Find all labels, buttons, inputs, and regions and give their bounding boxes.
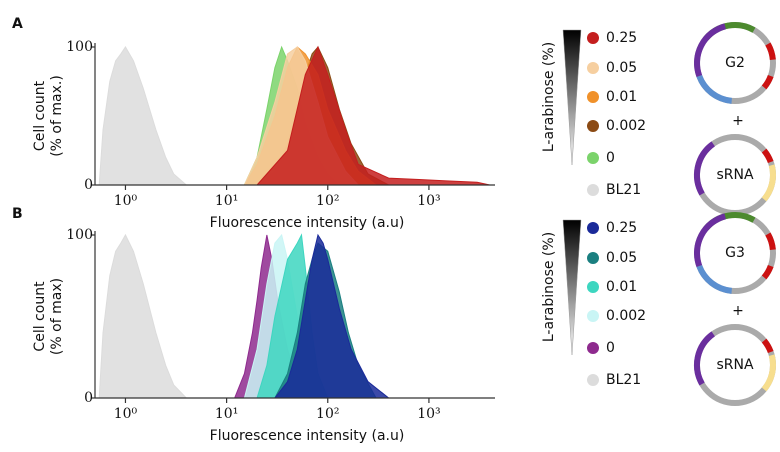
plasmid-segment <box>696 264 733 294</box>
plasmid-segment <box>761 164 776 202</box>
legend-label[interactable]: BL21 <box>606 182 641 198</box>
legend-swatch[interactable] <box>587 152 599 164</box>
plasmid-segment <box>761 338 774 354</box>
plasmid-segment <box>761 264 774 280</box>
y-axis-label: (% of max.) <box>49 75 65 157</box>
plasmid-segment <box>694 213 727 268</box>
histogram-area <box>273 233 391 399</box>
legend-label[interactable]: 0.25 <box>606 30 637 46</box>
legend-title: L-arabinose (%) <box>541 42 557 152</box>
legend-swatch[interactable] <box>587 222 599 234</box>
plasmid-segment <box>765 42 776 61</box>
plasmid-label: G2 <box>725 55 745 71</box>
legend-swatch[interactable] <box>587 374 599 386</box>
x-tick-label: 10² <box>316 193 339 209</box>
plasmid-segment <box>694 23 727 78</box>
panel-label: B <box>12 206 23 222</box>
x-tick-label: 10³ <box>417 193 440 209</box>
legend-label[interactable]: 0 <box>606 150 615 166</box>
legend-label[interactable]: BL21 <box>606 372 641 388</box>
plasmid-segment <box>765 232 776 251</box>
histogram-area <box>98 233 188 399</box>
legend-label[interactable]: 0.002 <box>606 118 646 134</box>
plasmid-segment <box>694 331 716 386</box>
legend-swatch[interactable] <box>587 252 599 264</box>
x-axis-label: Fluorescence intensity (a.u) <box>210 428 405 444</box>
legend-swatch[interactable] <box>587 62 599 74</box>
legend-gradient <box>562 29 582 166</box>
x-tick-label: 10⁰ <box>114 193 138 209</box>
legend-label[interactable]: 0.05 <box>606 60 637 76</box>
x-axis-label: Fluorescence intensity (a.u) <box>210 215 405 231</box>
histogram-area <box>98 46 188 186</box>
legend-swatch[interactable] <box>587 342 599 354</box>
x-tick-label: 10³ <box>417 406 440 422</box>
x-tick-label: 10¹ <box>215 193 238 209</box>
legend-label[interactable]: 0 <box>606 340 615 356</box>
legend-swatch[interactable] <box>587 91 599 103</box>
y-tick-label: 0 <box>84 177 93 193</box>
plasmid-segment <box>761 148 774 164</box>
plasmid-label: G3 <box>725 245 745 261</box>
plasmid-segment <box>694 141 716 196</box>
y-tick-label: 0 <box>84 390 93 406</box>
legend-gradient <box>562 219 582 356</box>
legend-label[interactable]: 0.01 <box>606 89 637 105</box>
plasmid-join: + <box>732 113 744 129</box>
legend-swatch[interactable] <box>587 184 599 196</box>
plasmid-segment <box>761 74 774 90</box>
plasmid-label: sRNA <box>716 357 753 373</box>
plasmid-segment <box>696 74 733 104</box>
y-tick-label: 100 <box>66 227 93 243</box>
legend-swatch[interactable] <box>587 281 599 293</box>
y-axis-label: Cell count <box>32 281 48 352</box>
legend-label[interactable]: 0.01 <box>606 279 637 295</box>
y-axis-label: (% of max) <box>49 278 65 355</box>
plasmid-join: + <box>732 303 744 319</box>
y-tick-label: 100 <box>66 39 93 55</box>
legend-label[interactable]: 0.002 <box>606 308 646 324</box>
plasmid-segment <box>761 354 776 392</box>
x-tick-label: 10⁰ <box>114 406 138 422</box>
legend-title: L-arabinose (%) <box>541 232 557 342</box>
legend-swatch[interactable] <box>587 32 599 44</box>
x-tick-label: 10² <box>316 406 339 422</box>
legend-label[interactable]: 0.05 <box>606 250 637 266</box>
legend-label[interactable]: 0.25 <box>606 220 637 236</box>
legend-swatch[interactable] <box>587 310 599 322</box>
y-axis-label: Cell count <box>32 80 48 151</box>
plasmid-label: sRNA <box>716 167 753 183</box>
panel-label: A <box>12 16 23 32</box>
histogram-area <box>255 45 490 186</box>
x-tick-label: 10¹ <box>215 406 238 422</box>
legend-swatch[interactable] <box>587 120 599 132</box>
